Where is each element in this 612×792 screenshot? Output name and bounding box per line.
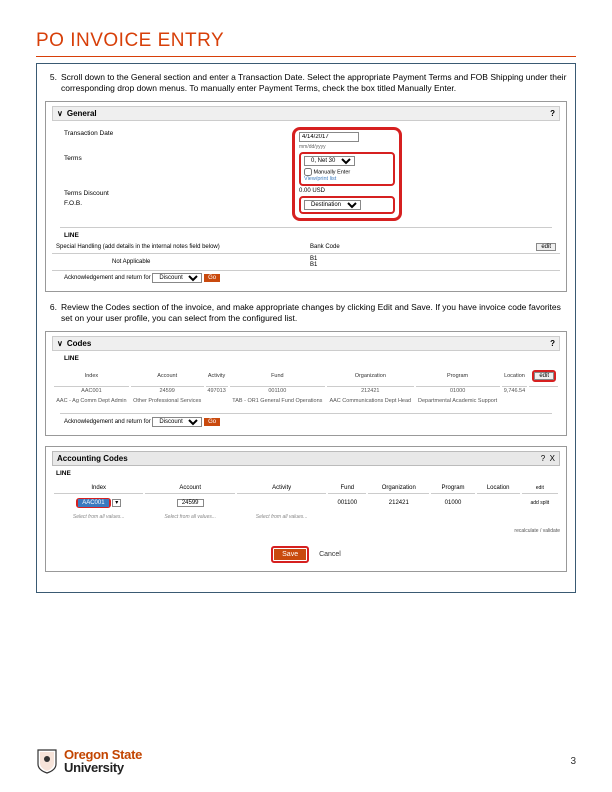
codes-edit-button[interactable]: edit	[534, 372, 554, 380]
highlighted-inputs: mm/dd/yyyy 0, Net 30 Manually Enter View…	[292, 127, 402, 221]
codes-go-button[interactable]: Go	[204, 418, 220, 426]
general-line-table: Special Handling (add details in the int…	[52, 241, 560, 271]
cancel-link[interactable]: Cancel	[319, 551, 341, 558]
manual-label: Manually Enter	[314, 169, 351, 175]
shield-icon	[36, 748, 58, 774]
acol-location: Location	[477, 483, 520, 494]
step-6-text: Review the Codes section of the invoice,…	[61, 302, 567, 325]
col-location: Location	[502, 368, 528, 384]
terms-label: Terms	[64, 155, 174, 162]
step-6: 6. Review the Codes section of the invoi…	[45, 302, 567, 325]
collapse-icon: ∨	[57, 109, 63, 118]
acol-fund: Fund	[328, 483, 366, 494]
special-handling-value: Not Applicable	[52, 253, 306, 270]
sub-account: Other Professional Services	[131, 397, 204, 405]
codes-table: Index Account Activity Fund Organization…	[52, 366, 560, 407]
hint-3: Select from all values...	[237, 512, 326, 522]
bank-val-2: B1	[310, 262, 317, 268]
step-5-text: Scroll down to the General section and e…	[61, 72, 567, 95]
general-header-label: General	[67, 109, 97, 118]
transaction-date-label: Transaction Date	[64, 130, 174, 137]
ack-select[interactable]: Discount	[152, 273, 202, 283]
acct-header-label: Accounting Codes	[57, 454, 128, 463]
step-5: 5. Scroll down to the General section an…	[45, 72, 567, 95]
cell-account: 24599	[131, 386, 204, 395]
terms-select[interactable]: 0, Net 30	[304, 156, 355, 166]
codes-screenshot: ∨ Codes ? LINE Index Account Activity Fu…	[45, 331, 567, 436]
cell-program: 01000	[416, 386, 500, 395]
step-6-number: 6.	[45, 302, 61, 325]
col-activity: Activity	[206, 368, 228, 384]
general-screenshot: ∨ General ? Transaction Date Terms Terms…	[45, 101, 567, 292]
col-account: Account	[131, 368, 204, 384]
acol-program: Program	[431, 483, 474, 494]
codes-line-label: LINE	[64, 355, 560, 362]
sub-index: AAC - Ag Comm Dept Admin	[54, 397, 129, 405]
acol-index: Index	[54, 483, 143, 494]
hint-1: Select from all values...	[54, 512, 143, 522]
accounting-codes-header: Accounting Codes ? X	[52, 451, 560, 466]
col-fund: Fund	[230, 368, 325, 384]
bank-code-label: Bank Code	[306, 241, 458, 254]
transaction-date-input[interactable]	[299, 132, 359, 142]
manual-checkbox[interactable]	[304, 168, 312, 176]
cell-activity: 497013	[206, 386, 228, 395]
help-icon[interactable]: ?	[550, 339, 555, 348]
save-button[interactable]: Save	[274, 549, 306, 560]
edit-link[interactable]: edit	[536, 485, 544, 491]
codes-ack-select[interactable]: Discount	[152, 417, 202, 427]
acol-account: Account	[145, 483, 234, 494]
general-header[interactable]: ∨ General ?	[52, 106, 560, 121]
hint-2: Select from all values...	[145, 512, 234, 522]
col-index: Index	[54, 368, 129, 384]
osu-logo: Oregon State University	[36, 748, 142, 774]
edit-button[interactable]: edit	[536, 243, 556, 251]
acct-program-val: 01000	[431, 496, 474, 510]
logo-text-2: University	[64, 761, 142, 774]
cell-org: 212421	[327, 386, 414, 395]
line-label: LINE	[64, 232, 560, 239]
view-print-link[interactable]: View/print list	[304, 176, 390, 182]
discount-value: 0.00 USD	[299, 188, 395, 194]
sub-org: AAC Communications Dept Head	[327, 397, 414, 405]
ack-label: Acknowledgement and return for	[64, 275, 151, 281]
col-org: Organization	[327, 368, 414, 384]
acct-line-label: LINE	[56, 470, 560, 477]
index-picker-icon[interactable]: ▾	[112, 499, 121, 507]
codes-ack-label: Acknowledgement and return for	[64, 419, 151, 425]
acct-org-val: 212421	[368, 496, 429, 510]
date-format-hint: mm/dd/yyyy	[299, 144, 326, 150]
page-title: PO INVOICE ENTRY	[36, 30, 576, 57]
outer-frame: 5. Scroll down to the General section an…	[36, 63, 576, 593]
page-footer: Oregon State University 3	[36, 748, 576, 774]
fob-label: F.O.B.	[64, 200, 174, 207]
cell-fund: 001100	[230, 386, 325, 395]
index-input[interactable]: AAC001	[78, 499, 108, 507]
step-5-number: 5.	[45, 72, 61, 95]
add-split-link[interactable]: add split	[530, 500, 549, 506]
col-program: Program	[416, 368, 500, 384]
go-button[interactable]: Go	[204, 274, 220, 282]
account-input[interactable]: 24599	[177, 499, 204, 507]
help-icon[interactable]: ?	[550, 109, 555, 118]
accounting-codes-table: Index Account Activity Fund Organization…	[52, 481, 560, 524]
page-number: 3	[570, 756, 576, 767]
special-handling-label: Special Handling (add details in the int…	[52, 241, 306, 254]
terms-discount-label: Terms Discount	[64, 190, 174, 197]
codes-header-label: Codes	[67, 339, 91, 348]
acol-activity: Activity	[237, 483, 326, 494]
recalculate-link[interactable]: recalculate / validate	[52, 528, 560, 534]
codes-header[interactable]: ∨ Codes ?	[52, 336, 560, 351]
sub-fund: TAB - OR1 General Fund Operations	[230, 397, 325, 405]
accounting-codes-screenshot: Accounting Codes ? X LINE Index Account …	[45, 446, 567, 572]
sub-program: Departmental Academic Support	[416, 397, 500, 405]
acct-fund-val: 001100	[328, 496, 366, 510]
collapse-icon: ∨	[57, 339, 63, 348]
acol-org: Organization	[368, 483, 429, 494]
fob-select[interactable]: Destination	[304, 200, 361, 210]
cell-index: AAC001	[54, 386, 129, 395]
cell-location: 9,746.54	[502, 386, 528, 395]
